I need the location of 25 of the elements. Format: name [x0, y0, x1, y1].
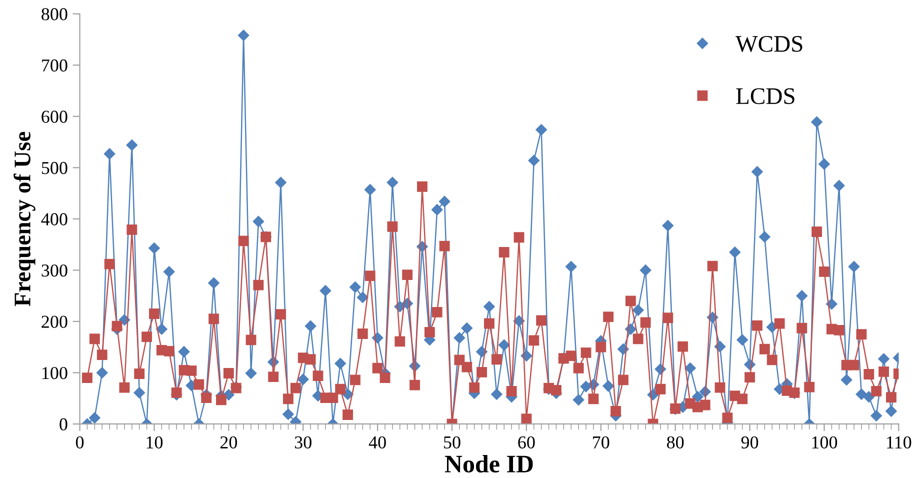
- x-tick-label: 60: [518, 436, 535, 448]
- x-tick-label: 50: [444, 436, 460, 448]
- x-axis-title: Node ID: [444, 454, 533, 473]
- y-tick-label: 800: [42, 8, 68, 20]
- x-tick-label: 0: [76, 436, 84, 448]
- legend-label: LCDS: [736, 88, 794, 104]
- y-tick-label: 600: [42, 110, 68, 123]
- x-tick-label: 90: [741, 436, 758, 448]
- y-tick-label: 200: [42, 316, 68, 328]
- x-tick-label: 100: [812, 436, 838, 448]
- x-tick-label: 70: [593, 436, 610, 448]
- y-tick-label: 100: [42, 366, 68, 380]
- y-tick-label: 500: [42, 162, 68, 174]
- y-axis-title: Frequency of Use: [14, 132, 36, 306]
- y-tick-label: 700: [42, 59, 68, 72]
- x-tick-label: 40: [368, 436, 386, 448]
- x-tick-label: 30: [294, 436, 312, 448]
- y-tick-label: 400: [41, 213, 68, 226]
- x-tick-label: 110: [887, 436, 912, 448]
- x-tick-label: 10: [146, 436, 163, 448]
- y-tick-label: 300: [42, 264, 68, 277]
- legend-label: WCDS: [736, 36, 802, 52]
- x-tick-label: 20: [220, 436, 238, 448]
- x-tick-label: 80: [666, 436, 684, 448]
- y-tick-label: 0: [60, 418, 68, 430]
